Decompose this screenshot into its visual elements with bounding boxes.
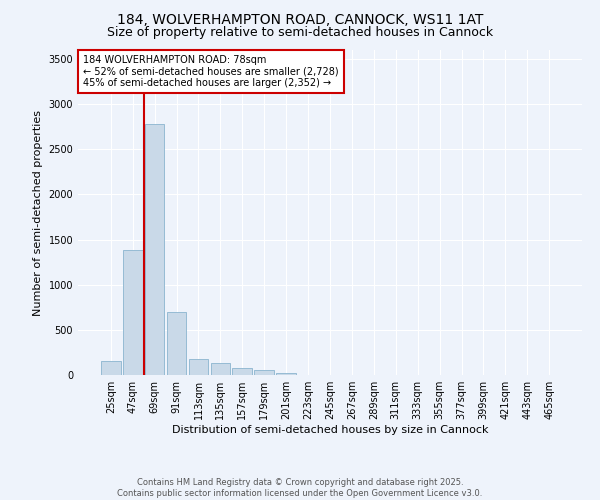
Text: 184, WOLVERHAMPTON ROAD, CANNOCK, WS11 1AT: 184, WOLVERHAMPTON ROAD, CANNOCK, WS11 1… (117, 12, 483, 26)
Bar (145, 124, 164, 375)
Text: 184 WOLVERHAMPTON ROAD: 78sqm
← 52% of semi-detached houses are smaller (2,728)
: 184 WOLVERHAMPTON ROAD: 78sqm ← 52% of s… (83, 55, 338, 88)
Text: Contains HM Land Registry data © Crown copyright and database right 2025.
Contai: Contains HM Land Registry data © Crown c… (118, 478, 482, 498)
Text: Size of property relative to semi-detached houses in Cannock: Size of property relative to semi-detach… (107, 26, 493, 39)
Bar (101, 362, 121, 375)
Bar (211, 364, 230, 375)
Bar (254, 370, 274, 375)
Bar (123, 250, 143, 375)
Bar (188, 359, 208, 375)
Y-axis label: Number of semi-detached properties: Number of semi-detached properties (33, 110, 43, 316)
Bar (232, 368, 252, 375)
X-axis label: Distribution of semi-detached houses by size in Cannock: Distribution of semi-detached houses by … (172, 425, 488, 435)
Bar (167, 312, 187, 375)
Bar (276, 373, 296, 375)
